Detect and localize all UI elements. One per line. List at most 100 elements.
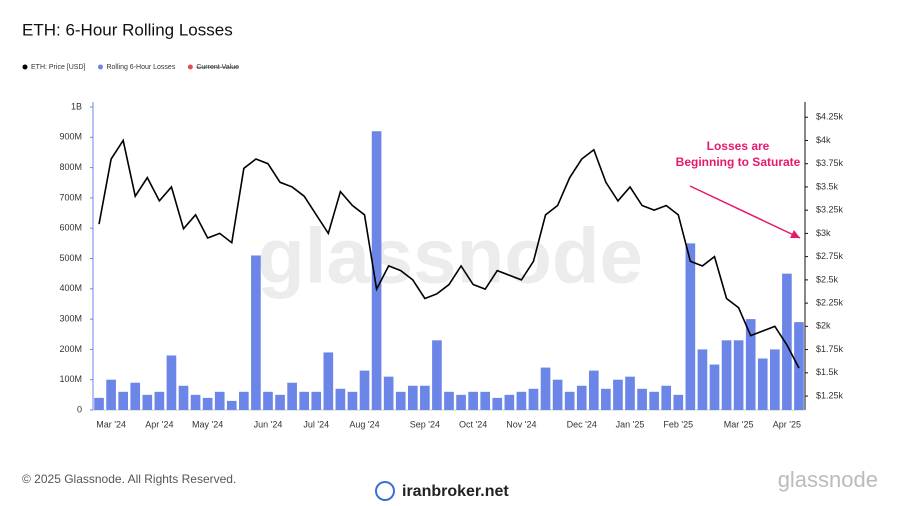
y-tick-label: 200M (59, 344, 82, 354)
price-line (98, 138, 800, 369)
loss-bar (516, 391, 527, 410)
y2-tick-label: $1.5k (816, 367, 839, 377)
loss-bar (178, 385, 189, 410)
x-tick-label: Mar '24 (96, 419, 126, 429)
y2-tick-label: $3.5k (816, 181, 839, 191)
y-tick-label: 800M (59, 162, 82, 172)
y2-tick-label: $2.25k (816, 297, 844, 307)
y2-tick-label: $3.25k (816, 205, 844, 215)
arrow-head (790, 230, 800, 238)
loss-bar (637, 388, 647, 410)
loss-bar (239, 391, 249, 410)
x-tick-label: Jul '24 (303, 419, 329, 429)
x-tick-label: Feb '25 (663, 419, 693, 429)
loss-bar (745, 319, 756, 410)
loss-bar (782, 273, 792, 410)
loss-bar (166, 355, 177, 410)
y-tick-label: 900M (59, 132, 82, 142)
loss-bar (576, 385, 587, 410)
loss-bar (685, 243, 696, 410)
loss-bar (275, 394, 285, 410)
loss-bar (202, 397, 213, 410)
loss-bar (420, 385, 430, 410)
loss-bar (323, 352, 334, 410)
plot (94, 131, 804, 411)
loss-bar (94, 397, 104, 410)
y-tick-label: 700M (59, 192, 82, 202)
annotation-arrow (689, 185, 801, 239)
loss-bar (407, 385, 418, 410)
loss-bar (649, 391, 659, 410)
watermark: glassnode (257, 212, 643, 300)
y2-tick-label: $2.75k (816, 251, 844, 261)
loss-bar (359, 370, 370, 410)
loss-bar (661, 385, 672, 410)
loss-bar (540, 367, 551, 410)
loss-bar (468, 391, 478, 410)
legend-label: Current Value (196, 64, 239, 71)
legend-dot (187, 64, 193, 70)
legend-label: Rolling 6-Hour Losses (106, 64, 175, 71)
x-tick-label: Jun '24 (254, 419, 283, 429)
loss-bar (347, 391, 358, 410)
brand: glassnode (778, 467, 878, 492)
loss-bar (601, 388, 611, 410)
loss-bar (697, 349, 708, 410)
loss-bar (311, 391, 322, 410)
loss-bar (214, 391, 225, 410)
y2-tick-label: $4.25k (816, 112, 844, 122)
y2-tick-label: $1.75k (816, 344, 844, 354)
y2-tick-label: $2.5k (816, 274, 839, 284)
x-tick-label: Oct '24 (459, 419, 487, 429)
loss-bar (263, 391, 273, 410)
y2-tick-label: $4k (816, 135, 831, 145)
loss-bar (371, 131, 382, 411)
loss-bar (335, 388, 346, 410)
x-tick-label: Mar '25 (724, 419, 754, 429)
x-tick-label: Aug '24 (349, 419, 379, 429)
annotation: Losses are Beginning to Saturate (676, 139, 801, 169)
source-logo (375, 481, 395, 501)
y-tick-label: 400M (59, 283, 82, 293)
x-tick-label: Apr '24 (145, 419, 173, 429)
x-tick-label: Jan '25 (616, 419, 645, 429)
loss-bar (383, 376, 394, 410)
loss-bar (444, 391, 454, 410)
loss-bar (492, 397, 503, 410)
loss-bar (757, 358, 768, 410)
loss-bar (480, 391, 491, 410)
y2-tick-label: $1.25k (816, 390, 844, 400)
y-tick-label: 500M (59, 253, 82, 263)
loss-bar (588, 370, 599, 410)
chart-title: ETH: 6-Hour Rolling Losses (22, 20, 233, 39)
loss-bar (154, 391, 165, 410)
annotation-line: Losses are (707, 139, 770, 153)
y-tick-label: 300M (59, 313, 82, 323)
loss-bar (190, 394, 201, 410)
y-tick-label: 1B (71, 101, 82, 111)
x-tick-label: Sep '24 (410, 419, 440, 429)
loss-bar (552, 379, 563, 410)
y2-tick-label: $3.75k (816, 158, 844, 168)
loss-bar (673, 394, 684, 410)
loss-bar (299, 391, 310, 410)
loss-bar (118, 391, 128, 410)
y2-tick-label: $3k (816, 228, 831, 238)
loss-bar (613, 379, 623, 410)
loss-bar (432, 340, 442, 410)
x-tick-label: Apr '25 (773, 419, 801, 429)
loss-bar (528, 388, 539, 410)
x-tick-label: Nov '24 (506, 419, 536, 429)
copyright: © 2025 Glassnode. All Rights Reserved. (22, 472, 236, 486)
loss-bar (709, 364, 720, 410)
legend-dot (97, 64, 103, 70)
y-tick-label: 100M (59, 374, 82, 384)
loss-bar (733, 340, 744, 410)
x-tick-label: Dec '24 (567, 419, 597, 429)
legend-label: ETH: Price [USD] (31, 64, 86, 71)
loss-bar (564, 391, 575, 410)
annotation-line: Beginning to Saturate (676, 155, 801, 169)
loss-bar (251, 255, 261, 410)
